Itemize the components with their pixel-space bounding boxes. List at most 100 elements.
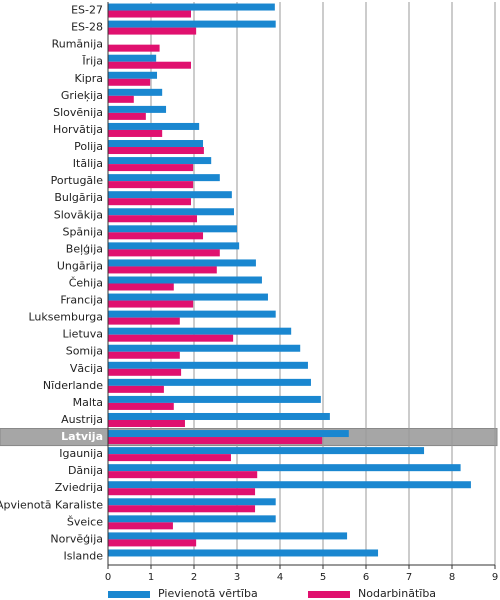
bar bbox=[108, 505, 256, 513]
bar bbox=[108, 471, 258, 479]
bar bbox=[108, 539, 197, 547]
bar bbox=[108, 44, 160, 52]
bar bbox=[108, 481, 471, 489]
bar bbox=[108, 344, 301, 352]
bar bbox=[108, 488, 256, 496]
bar bbox=[108, 447, 425, 455]
y-tick-label: Slovākija bbox=[54, 208, 103, 221]
bar bbox=[108, 54, 157, 62]
bar bbox=[108, 368, 182, 376]
bar bbox=[108, 395, 321, 403]
legend-swatch bbox=[108, 591, 150, 598]
y-tick-label: Horvātija bbox=[53, 123, 103, 136]
bar bbox=[108, 95, 134, 103]
bar bbox=[108, 174, 220, 182]
bar bbox=[108, 402, 174, 410]
y-tick-label: Malta bbox=[73, 396, 103, 409]
y-tick-label: Polija bbox=[74, 140, 103, 153]
y-tick-label: Zviedrija bbox=[55, 481, 103, 494]
bar bbox=[108, 225, 237, 233]
x-tick-label: 0 bbox=[105, 572, 111, 583]
y-tick-label: Īrija bbox=[82, 55, 103, 68]
bar bbox=[108, 515, 276, 523]
bar bbox=[108, 215, 198, 223]
y-tick-label: Rumānija bbox=[52, 38, 103, 51]
y-tick-label: Latvija bbox=[61, 430, 103, 443]
y-tick-label: Vācija bbox=[70, 362, 103, 375]
bar bbox=[108, 419, 185, 427]
bar bbox=[108, 549, 379, 557]
y-tick-label: Norvēģija bbox=[50, 532, 103, 545]
y-tick-label: Luksemburga bbox=[29, 311, 104, 324]
bar bbox=[108, 140, 204, 148]
bar bbox=[108, 293, 268, 301]
x-tick-label: 8 bbox=[449, 572, 455, 583]
bar bbox=[108, 232, 204, 240]
bar bbox=[108, 3, 275, 11]
bar bbox=[108, 385, 164, 393]
x-tick-label: 5 bbox=[320, 572, 326, 583]
bar bbox=[108, 249, 220, 257]
bar bbox=[108, 430, 349, 438]
y-tick-label: Itālija bbox=[73, 157, 103, 170]
y-tick-label: Čehija bbox=[69, 277, 103, 290]
bar bbox=[108, 61, 191, 69]
y-tick-label: Lietuva bbox=[63, 328, 104, 341]
y-tick-label: ES-28 bbox=[71, 21, 103, 34]
y-tick-label: Slovēnija bbox=[53, 106, 103, 119]
legend-label: Nodarbinātība bbox=[358, 587, 436, 600]
bar bbox=[108, 191, 232, 199]
bar bbox=[108, 242, 240, 250]
y-tick-label: Grieķija bbox=[61, 89, 103, 102]
y-tick-label: Apvienotā Karaliste bbox=[0, 498, 103, 511]
y-tick-label: Portugāle bbox=[51, 174, 104, 187]
bar bbox=[108, 20, 276, 28]
y-tick-label: Šveice bbox=[67, 515, 103, 528]
x-tick-label: 3 bbox=[234, 572, 240, 583]
bar bbox=[108, 276, 262, 284]
bar bbox=[108, 464, 461, 472]
y-tick-label: Spānija bbox=[62, 225, 103, 238]
bar bbox=[108, 522, 173, 530]
y-tick-label: Austrija bbox=[61, 413, 103, 426]
bar bbox=[108, 351, 180, 359]
bar bbox=[108, 122, 200, 130]
bar bbox=[108, 71, 158, 79]
bar bbox=[108, 105, 167, 113]
bar bbox=[108, 10, 191, 18]
y-tick-label: Beļģija bbox=[66, 242, 103, 255]
bar bbox=[108, 78, 151, 86]
bar bbox=[108, 437, 323, 445]
y-tick-label: ES-27 bbox=[71, 4, 103, 17]
bar bbox=[108, 157, 212, 165]
y-tick-label: Somija bbox=[66, 345, 103, 358]
y-tick-label: Kipra bbox=[74, 72, 103, 85]
y-tick-label: Igaunija bbox=[59, 447, 103, 460]
bar bbox=[108, 27, 197, 35]
x-tick-label: 7 bbox=[406, 572, 412, 583]
y-tick-label: Dānija bbox=[68, 464, 103, 477]
bar bbox=[108, 208, 234, 216]
bar bbox=[108, 283, 174, 291]
bar bbox=[108, 310, 276, 318]
bar bbox=[108, 129, 163, 137]
y-tick-label: Ungārija bbox=[57, 259, 103, 272]
bar bbox=[108, 198, 191, 206]
x-tick-label: 9 bbox=[492, 572, 498, 583]
x-tick-label: 6 bbox=[363, 572, 369, 583]
bar bbox=[108, 454, 231, 462]
x-tick-label: 4 bbox=[277, 572, 283, 583]
legend-swatch bbox=[308, 591, 350, 598]
bar bbox=[108, 112, 146, 120]
bar bbox=[108, 300, 194, 308]
bar bbox=[108, 378, 311, 386]
bar bbox=[108, 259, 256, 267]
bar bbox=[108, 147, 204, 155]
bar bbox=[108, 181, 194, 189]
y-tick-label: Islande bbox=[64, 549, 104, 562]
legend-label: Pievienotā vērtība bbox=[158, 587, 258, 600]
bar bbox=[108, 164, 194, 172]
bar bbox=[108, 412, 330, 420]
bar bbox=[108, 88, 163, 96]
bar bbox=[108, 334, 234, 342]
